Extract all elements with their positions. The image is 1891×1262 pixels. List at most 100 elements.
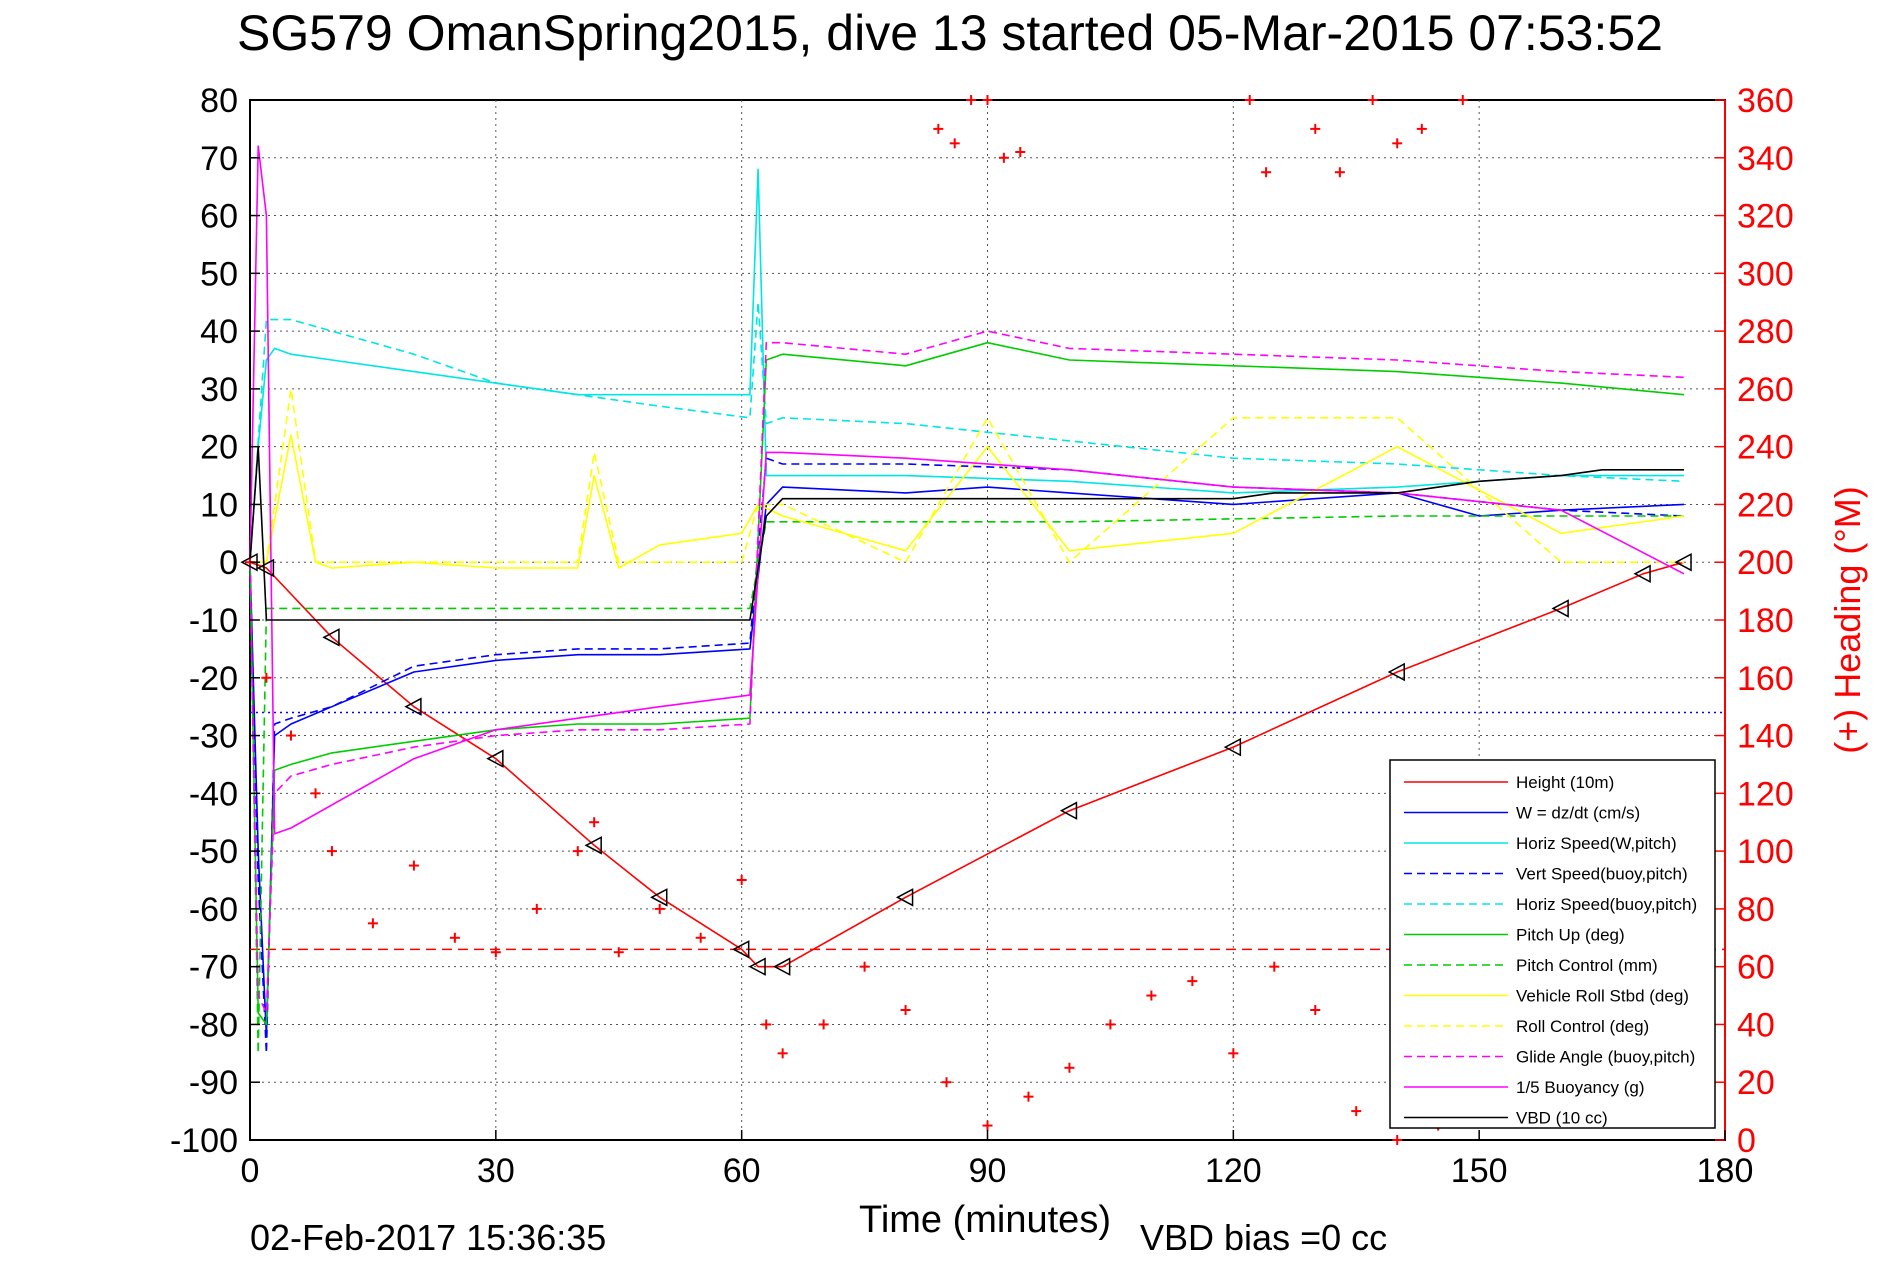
series-line-8 xyxy=(250,388,1684,564)
heading-marker xyxy=(1261,167,1272,178)
heading-marker xyxy=(490,947,501,958)
height-triangle-marker xyxy=(732,940,750,959)
tick-label-x: 120 xyxy=(1205,1152,1262,1190)
heading-marker xyxy=(859,961,870,972)
legend-label: Height (10m) xyxy=(1516,773,1614,792)
series-line-9 xyxy=(249,330,1685,1014)
heading-marker xyxy=(982,95,993,105)
tick-label-left: 80 xyxy=(200,82,238,120)
heading-marker xyxy=(1269,961,1280,972)
tick-label-left: -30 xyxy=(189,718,238,756)
tick-label-left: -20 xyxy=(189,660,238,698)
tick-label-left: 0 xyxy=(219,544,238,582)
tick-label-x: 0 xyxy=(241,1152,260,1190)
tick-label-left: -60 xyxy=(189,891,238,929)
legend-label: Pitch Control (mm) xyxy=(1516,956,1658,975)
heading-marker xyxy=(1367,95,1378,105)
tick-label-right: 320 xyxy=(1737,198,1794,236)
tick-label-right: 220 xyxy=(1737,486,1794,524)
heading-marker xyxy=(261,672,272,683)
legend-label: 1/5 Buoyancy (g) xyxy=(1516,1078,1645,1097)
heading-marker xyxy=(818,1019,829,1030)
y-axis-right: 3603403203002802602402202001801601401201… xyxy=(1715,82,1794,1160)
tick-label-left: -40 xyxy=(189,775,238,813)
series-line-7 xyxy=(250,434,1685,569)
tick-label-left: -80 xyxy=(189,1006,238,1044)
legend-label: Pitch Up (deg) xyxy=(1516,926,1625,945)
tick-label-left: -10 xyxy=(189,602,238,640)
tick-label-left: 50 xyxy=(200,255,238,293)
tick-label-x: 180 xyxy=(1697,1152,1754,1190)
height-triangle-marker xyxy=(584,836,602,855)
legend-label: Vert Speed(buoy,pitch) xyxy=(1516,865,1688,884)
height-triangle-marker xyxy=(650,888,668,907)
height-triangle-marker xyxy=(773,957,791,976)
tick-label-left: -90 xyxy=(189,1064,238,1102)
legend-box xyxy=(1389,759,1716,1129)
height-triangle-marker xyxy=(404,697,422,716)
tick-label-x: 90 xyxy=(969,1152,1007,1190)
tick-label-right: 240 xyxy=(1737,429,1794,467)
heading-marker xyxy=(1457,95,1468,105)
series-line-11 xyxy=(249,445,1684,621)
heading-marker xyxy=(900,1005,911,1015)
legend-label: Glide Angle (buoy,pitch) xyxy=(1516,1048,1695,1067)
tick-label-right: 60 xyxy=(1737,949,1775,987)
tick-label-right: 160 xyxy=(1737,660,1794,698)
heading-marker xyxy=(589,817,600,828)
tick-label-left: -70 xyxy=(189,949,238,987)
heading-marker xyxy=(572,846,583,857)
height-triangle-marker xyxy=(486,749,504,768)
tick-label-left: 30 xyxy=(200,371,238,409)
x-axis-label: Time (minutes) xyxy=(859,1199,1111,1241)
legend-label: Vehicle Roll Stbd (deg) xyxy=(1516,987,1689,1006)
series-line-6 xyxy=(249,515,1684,1055)
heading-marker xyxy=(761,1019,772,1030)
heading-marker xyxy=(1023,1091,1034,1102)
heading-marker xyxy=(654,903,665,914)
tick-label-right: 180 xyxy=(1737,602,1794,640)
tick-label-right: 20 xyxy=(1737,1064,1775,1102)
heading-marker xyxy=(1334,167,1345,178)
height-triangle-marker xyxy=(1633,564,1651,584)
height-triangle-marker xyxy=(1551,599,1569,618)
heading-marker xyxy=(1187,976,1198,987)
height-triangle-marker xyxy=(1387,662,1405,682)
tick-label-right: 280 xyxy=(1737,313,1794,351)
tick-label-right: 120 xyxy=(1737,775,1794,813)
tick-label-right: 0 xyxy=(1737,1122,1756,1160)
heading-marker xyxy=(285,730,296,741)
tick-label-right: 340 xyxy=(1737,140,1794,178)
series-line-10 xyxy=(249,145,1685,835)
heading-marker xyxy=(966,95,977,105)
legend-label: Horiz Speed(W,pitch) xyxy=(1516,834,1677,853)
tick-label-right: 360 xyxy=(1737,82,1794,120)
tick-label-left: 60 xyxy=(200,198,238,236)
legend-label: W = dz/dt (cm/s) xyxy=(1516,804,1640,823)
legend-label: Roll Control (deg) xyxy=(1516,1017,1649,1036)
heading-marker xyxy=(777,1048,788,1059)
series-layer xyxy=(249,145,1685,1055)
heading-marker xyxy=(531,903,542,914)
heading-marker xyxy=(613,947,624,958)
tick-label-left: 70 xyxy=(200,140,238,178)
y-axis-right-label: (+) Heading (°M) xyxy=(1827,486,1868,753)
heading-marker xyxy=(408,860,419,871)
tick-label-x: 150 xyxy=(1451,1152,1508,1190)
x-axis: 0 30 60 90 120 150 180 xyxy=(241,1130,1754,1190)
series-line-5 xyxy=(249,341,1685,1026)
tick-label-left: 40 xyxy=(200,313,238,351)
heading-marker xyxy=(1064,1062,1075,1073)
heading-marker xyxy=(1310,123,1321,134)
heading-marker xyxy=(326,846,337,857)
timestamp: 02-Feb-2017 15:36:35 xyxy=(250,1217,606,1258)
series-line-4 xyxy=(249,301,1685,563)
tick-label-left: 20 xyxy=(200,429,238,467)
vbd-bias: VBD bias =0 cc xyxy=(1140,1217,1387,1258)
chart-title: SG579 OmanSpring2015, dive 13 started 05… xyxy=(237,5,1663,61)
heading-marker xyxy=(998,152,1009,163)
height-triangle-marker xyxy=(1223,737,1242,757)
heading-marker xyxy=(1351,1106,1362,1117)
tick-label-right: 260 xyxy=(1737,371,1794,409)
